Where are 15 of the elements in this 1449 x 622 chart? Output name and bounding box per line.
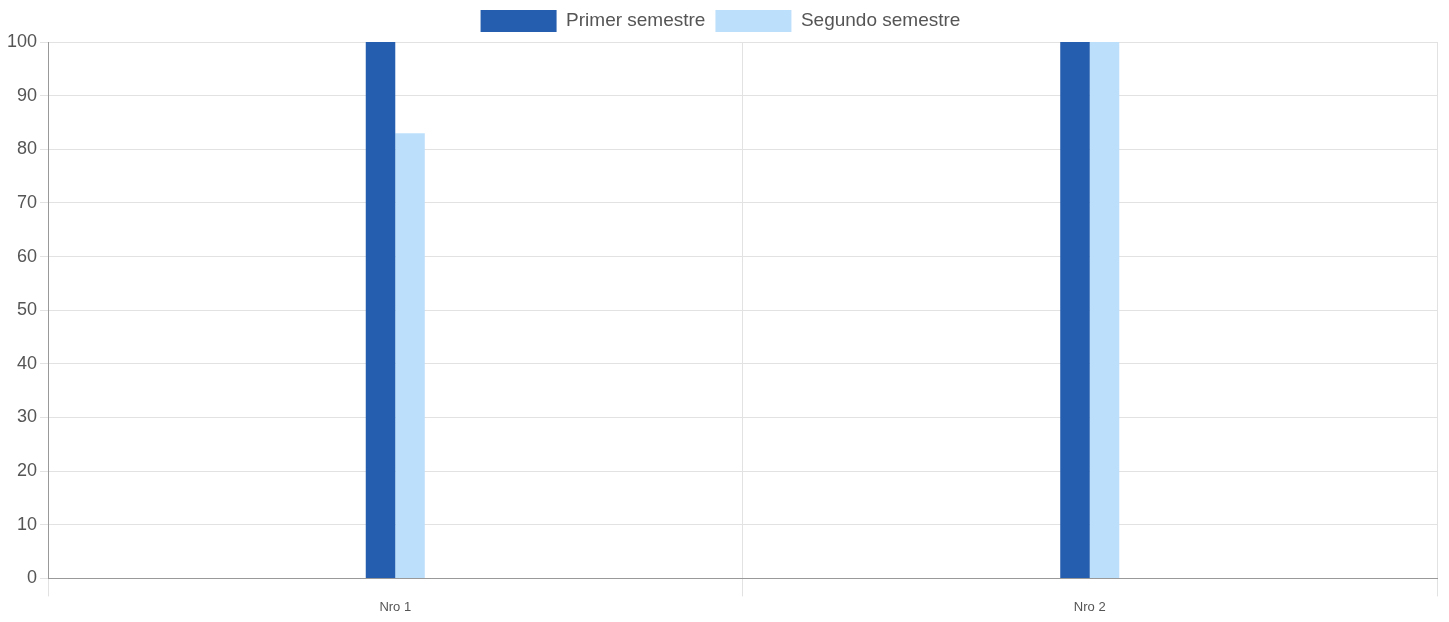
y-tick-label: 20 xyxy=(17,460,38,481)
x-tick-label: Nro 2 xyxy=(1073,598,1106,614)
y-tick-label: 40 xyxy=(17,352,38,373)
y-tick-label: 100 xyxy=(6,30,38,51)
legend-label: Segundo semestre xyxy=(800,9,961,31)
legend-label: Primer semestre xyxy=(566,9,706,31)
y-tick-label: 50 xyxy=(17,299,38,320)
x-tick-label: Nro 1 xyxy=(379,598,412,614)
y-tick-label: 60 xyxy=(17,245,38,266)
y-tick-label: 30 xyxy=(17,406,38,427)
y-tick-label: 80 xyxy=(17,138,38,159)
y-tick-label: 90 xyxy=(17,84,38,105)
y-tick-label: 70 xyxy=(17,191,38,212)
y-tick-label: 10 xyxy=(17,513,38,534)
y-tick-label: 0 xyxy=(27,567,38,588)
